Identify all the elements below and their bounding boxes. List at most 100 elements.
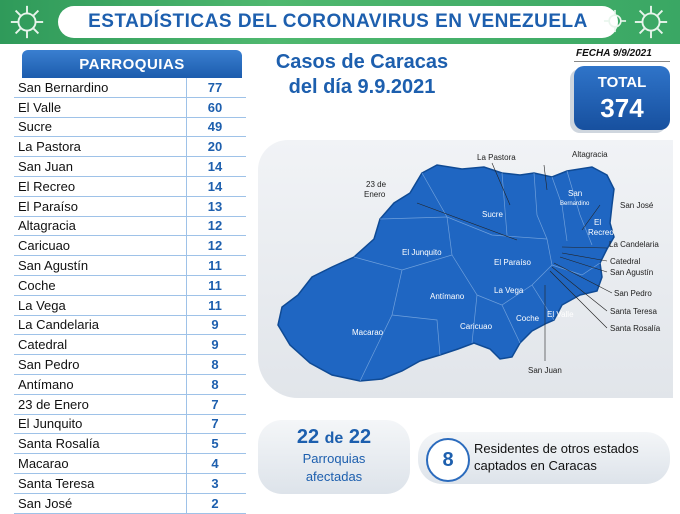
total-label: TOTAL	[597, 74, 647, 91]
parroquia-name: La Vega	[18, 297, 66, 313]
table-row: El Valle 60	[14, 97, 246, 118]
parroquia-name: San Pedro	[18, 357, 80, 373]
parroquia-cases: 7	[186, 414, 243, 434]
table-row: Coche 11	[14, 275, 246, 296]
residentes-box: 8 Residentes de otros estados captados e…	[418, 432, 670, 484]
page-title: ESTADÍSTICAS DEL CORONAVIRUS EN VENEZUEL…	[58, 6, 618, 38]
parroquia-name: Santa Rosalía	[18, 436, 100, 452]
table-row: Caricuao 12	[14, 236, 246, 257]
casos-title: Casos de Caracas del día 9.9.2021	[262, 50, 462, 100]
map-label-la-candelaria: La Candelaria	[609, 240, 659, 249]
table-row: San Pedro 8	[14, 355, 246, 375]
map-label-san-agustin: San Agustín	[610, 268, 653, 277]
parroquias-count-of: de	[324, 430, 344, 447]
parroquia-cases: 9	[186, 315, 243, 335]
table-row: San Juan 14	[14, 157, 246, 177]
map-label-catedral: Catedral	[610, 257, 640, 266]
parroquia-name: El Paraíso	[18, 198, 78, 214]
table-row: Santa Rosalía 5	[14, 434, 246, 455]
parroquia-cases: 77	[186, 78, 243, 97]
parroquia-cases: 12	[186, 236, 243, 256]
virus-icon	[10, 5, 44, 39]
map-label-antimano: Antímano	[430, 292, 465, 301]
parroquia-name: Macarao	[18, 456, 69, 472]
table-row: Catedral 9	[14, 335, 246, 356]
residentes-text: Residentes de otros estados captados en …	[474, 441, 639, 473]
parroquia-name: San Juan	[18, 159, 73, 175]
parroquia-cases: 4	[186, 454, 243, 473]
map-label-bernardino: Bernardino	[560, 201, 590, 207]
parroquia-cases: 3	[186, 473, 243, 493]
table-row: San José 2	[14, 493, 246, 514]
total-box: TOTAL 374	[574, 66, 670, 130]
map-labels: La Pastora Altagracia 23 de Enero San Be…	[352, 150, 661, 375]
table-row: Altagracia 12	[14, 216, 246, 237]
parroquia-name: Antímano	[18, 376, 74, 392]
map-label-el-junquito: El Junquito	[402, 248, 442, 257]
parroquia-cases: 12	[186, 216, 243, 236]
parroquia-cases: 11	[186, 295, 243, 315]
parroquia-name: Sucre	[18, 119, 52, 135]
parroquia-name: Catedral	[18, 337, 68, 353]
table-row: San Agustín 11	[14, 256, 246, 276]
table-row: La Vega 11	[14, 295, 246, 316]
map-label-la-pastora: La Pastora	[477, 153, 516, 162]
caracas-map: La Pastora Altagracia 23 de Enero San Be…	[277, 150, 661, 382]
map-label-santa-teresa: Santa Teresa	[610, 307, 658, 316]
map-label-recreo: Recreo	[588, 228, 614, 237]
parroquia-cases: 5	[186, 434, 243, 454]
leader-lines	[416, 162, 613, 361]
date-label: FECHA 9/9/2021	[576, 48, 652, 59]
parroquias-line2: afectadas	[305, 469, 363, 484]
map-label-caricuao: Caricuao	[460, 322, 493, 331]
parroquias-line1: Parroquias	[302, 451, 366, 466]
parroquia-cases: 8	[186, 355, 243, 374]
parroquia-cases: 8	[186, 374, 243, 394]
table-row: La Pastora 20	[14, 137, 246, 158]
parroquia-cases: 14	[186, 176, 243, 196]
parroquia-cases: 11	[186, 256, 243, 275]
parroquias-affected-box: 22 de 22 Parroquias afectadas	[258, 420, 410, 494]
table-row: Santa Teresa 3	[14, 473, 246, 494]
map-label-23-de: 23 de	[366, 180, 387, 189]
parroquia-name: El Valle	[18, 99, 62, 115]
casos-title-line1: Casos de Caracas	[275, 51, 449, 73]
table-row: 23 de Enero 7	[14, 394, 246, 415]
map-label-santa-rosalia: Santa Rosalía	[610, 324, 661, 333]
table-row: El Paraíso 13	[14, 196, 246, 217]
map-label-san-jose: San José	[620, 201, 654, 210]
table-row: El Recreo 14	[14, 176, 246, 197]
parroquias-panel: PARROQUIAS San Bernardino 77 El Valle 60 Suc…	[14, 50, 246, 514]
map-label-san: San	[568, 189, 582, 198]
divider	[574, 61, 670, 62]
parroquia-cases: 49	[186, 117, 243, 137]
map-label-altagracia: Altagracia	[572, 150, 608, 159]
map-label-enero: Enero	[364, 190, 386, 199]
map-label-el: El	[594, 218, 601, 227]
parish-borders	[353, 170, 601, 382]
casos-title-line2: del día 9.9.2021	[288, 76, 436, 98]
parroquias-count-value: 22	[296, 426, 320, 448]
residentes-count: 8	[426, 438, 470, 482]
parroquia-name: La Candelaria	[18, 317, 99, 333]
parroquia-cases: 11	[186, 275, 243, 295]
table-row: San Bernardino 77	[14, 78, 246, 98]
parroquia-name: Coche	[18, 277, 56, 293]
total-value: 374	[600, 93, 644, 123]
parroquia-cases: 14	[186, 157, 243, 176]
parroquias-count-total: 22	[348, 426, 372, 448]
parroquia-cases: 60	[186, 97, 243, 117]
table-header: PARROQUIAS	[22, 50, 242, 78]
parroquia-name: San Bernardino	[18, 79, 109, 95]
map-label-coche: Coche	[516, 314, 540, 323]
table-row: El Junquito 7	[14, 414, 246, 435]
virus-icon	[634, 5, 668, 39]
virus-icon	[603, 9, 627, 33]
map-label-san-pedro: San Pedro	[614, 289, 652, 298]
parroquia-cases: 7	[186, 394, 243, 414]
parroquia-name: San Agustín	[18, 258, 89, 274]
table-row: Antímano 8	[14, 374, 246, 395]
parroquia-name: Caricuao	[18, 238, 71, 254]
parroquias-table: San Bernardino 77 El Valle 60 Sucre 49 La Past…	[14, 78, 246, 514]
table-row: La Candelaria 9	[14, 315, 246, 336]
